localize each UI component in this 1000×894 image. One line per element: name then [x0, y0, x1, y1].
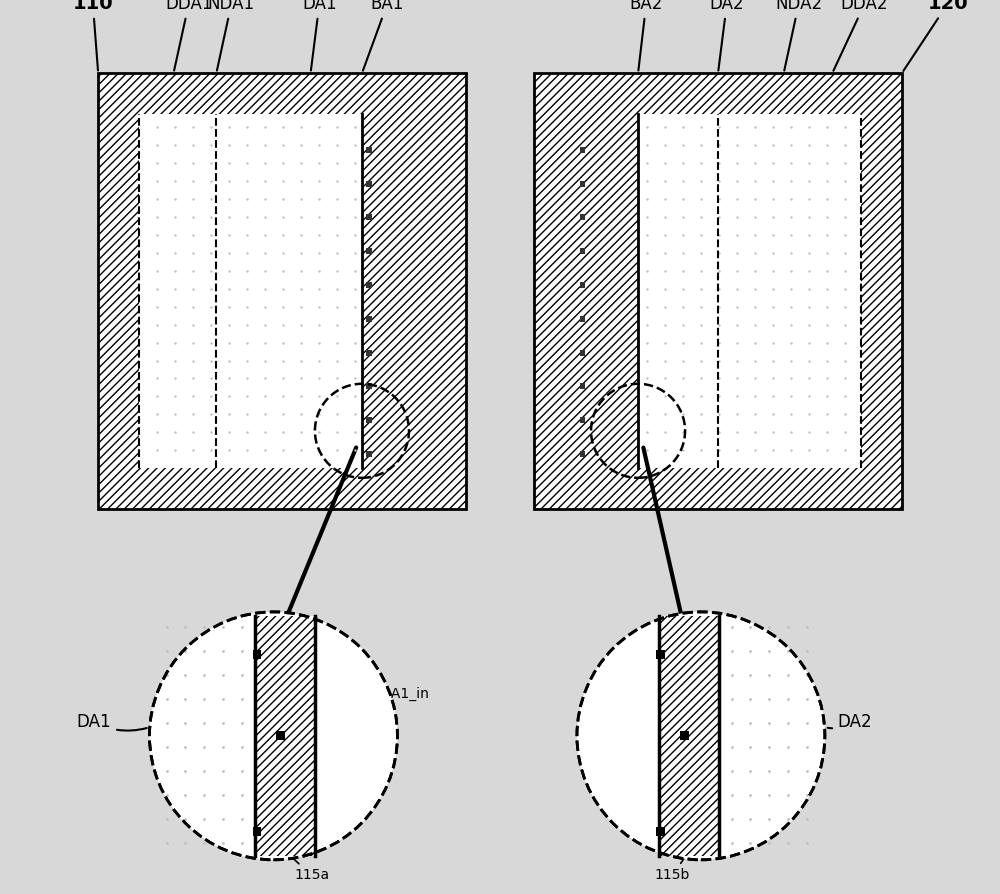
- Bar: [253, 650, 261, 659]
- Circle shape: [149, 611, 397, 860]
- Bar: [366, 417, 372, 423]
- Bar: [98, 73, 139, 510]
- Bar: [534, 73, 902, 510]
- Text: 115a: 115a: [287, 853, 329, 882]
- Bar: [580, 350, 585, 356]
- Bar: [580, 249, 585, 254]
- Bar: [580, 417, 585, 423]
- Bar: [366, 181, 372, 187]
- Bar: [656, 828, 665, 837]
- Bar: [580, 215, 585, 220]
- Text: DA1: DA1: [77, 713, 147, 731]
- Text: BA2: BA2: [630, 0, 663, 71]
- Bar: [366, 451, 372, 457]
- Bar: [580, 451, 585, 457]
- Bar: [98, 73, 466, 510]
- Bar: [366, 215, 372, 220]
- Bar: [139, 73, 425, 114]
- Bar: [255, 616, 315, 856]
- Bar: [575, 114, 638, 468]
- Bar: [139, 114, 425, 468]
- Bar: [534, 73, 575, 510]
- Bar: [98, 73, 466, 510]
- Bar: [575, 73, 861, 114]
- Bar: [580, 316, 585, 322]
- Text: DA2: DA2: [709, 0, 744, 71]
- Bar: [534, 73, 902, 510]
- Bar: [659, 616, 719, 856]
- Text: 110: 110: [73, 0, 113, 71]
- Bar: [580, 384, 585, 390]
- Bar: [253, 828, 261, 837]
- Bar: [366, 282, 372, 288]
- Text: BA1: BA1: [363, 0, 404, 71]
- Text: DA1: DA1: [302, 0, 337, 71]
- Bar: [366, 147, 372, 153]
- Text: DDA2: DDA2: [833, 0, 888, 71]
- Bar: [580, 181, 585, 187]
- Bar: [366, 350, 372, 356]
- Text: 115b: 115b: [655, 854, 690, 882]
- Text: DA2: DA2: [828, 713, 872, 731]
- Circle shape: [577, 611, 825, 860]
- Text: NDA2: NDA2: [775, 0, 822, 71]
- Bar: [366, 249, 372, 254]
- Bar: [575, 114, 861, 468]
- Bar: [362, 114, 425, 468]
- Text: NDA1: NDA1: [208, 0, 255, 71]
- Bar: [575, 468, 861, 510]
- Text: 120: 120: [903, 0, 968, 71]
- Bar: [276, 731, 285, 740]
- Bar: [425, 73, 466, 510]
- Text: NDA2_in: NDA2_in: [661, 746, 735, 795]
- Bar: [656, 650, 665, 659]
- Text: DDA1: DDA1: [165, 0, 212, 71]
- Bar: [580, 282, 585, 288]
- Text: NDA1_in: NDA1_in: [318, 687, 430, 717]
- Bar: [366, 316, 372, 322]
- Bar: [580, 147, 585, 153]
- Bar: [366, 384, 372, 390]
- Bar: [139, 468, 425, 510]
- Bar: [861, 73, 902, 510]
- Bar: [680, 731, 689, 740]
